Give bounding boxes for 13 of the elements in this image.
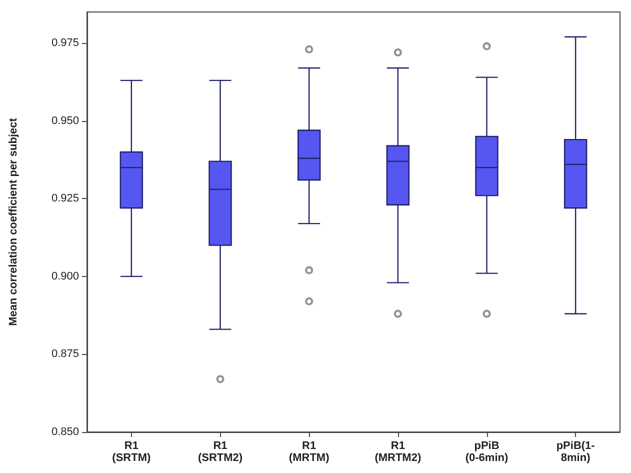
y-axis-title: Mean correlation coefficient per subject (8, 118, 20, 326)
x-tick-label: R1 (SRTM) (112, 440, 151, 464)
y-tick-label: 0.875 (51, 348, 79, 360)
y-tick-label: 0.925 (51, 192, 79, 205)
x-tick-label: pPiB (0-6min) (465, 440, 508, 464)
x-tick-label: R1 (SRTM2) (198, 440, 243, 464)
y-tick-label: 0.950 (51, 114, 79, 127)
x-tick-label: R1 (MRTM2) (374, 440, 422, 464)
x-tick-label: pPiB(1- 8min) (556, 440, 596, 464)
y-tick-label: 0.850 (51, 426, 79, 438)
x-tick-label: R1 (MRTM) (288, 440, 330, 464)
y-tick-label: 0.975 (51, 37, 79, 50)
y-tick-label: 0.900 (51, 270, 79, 282)
